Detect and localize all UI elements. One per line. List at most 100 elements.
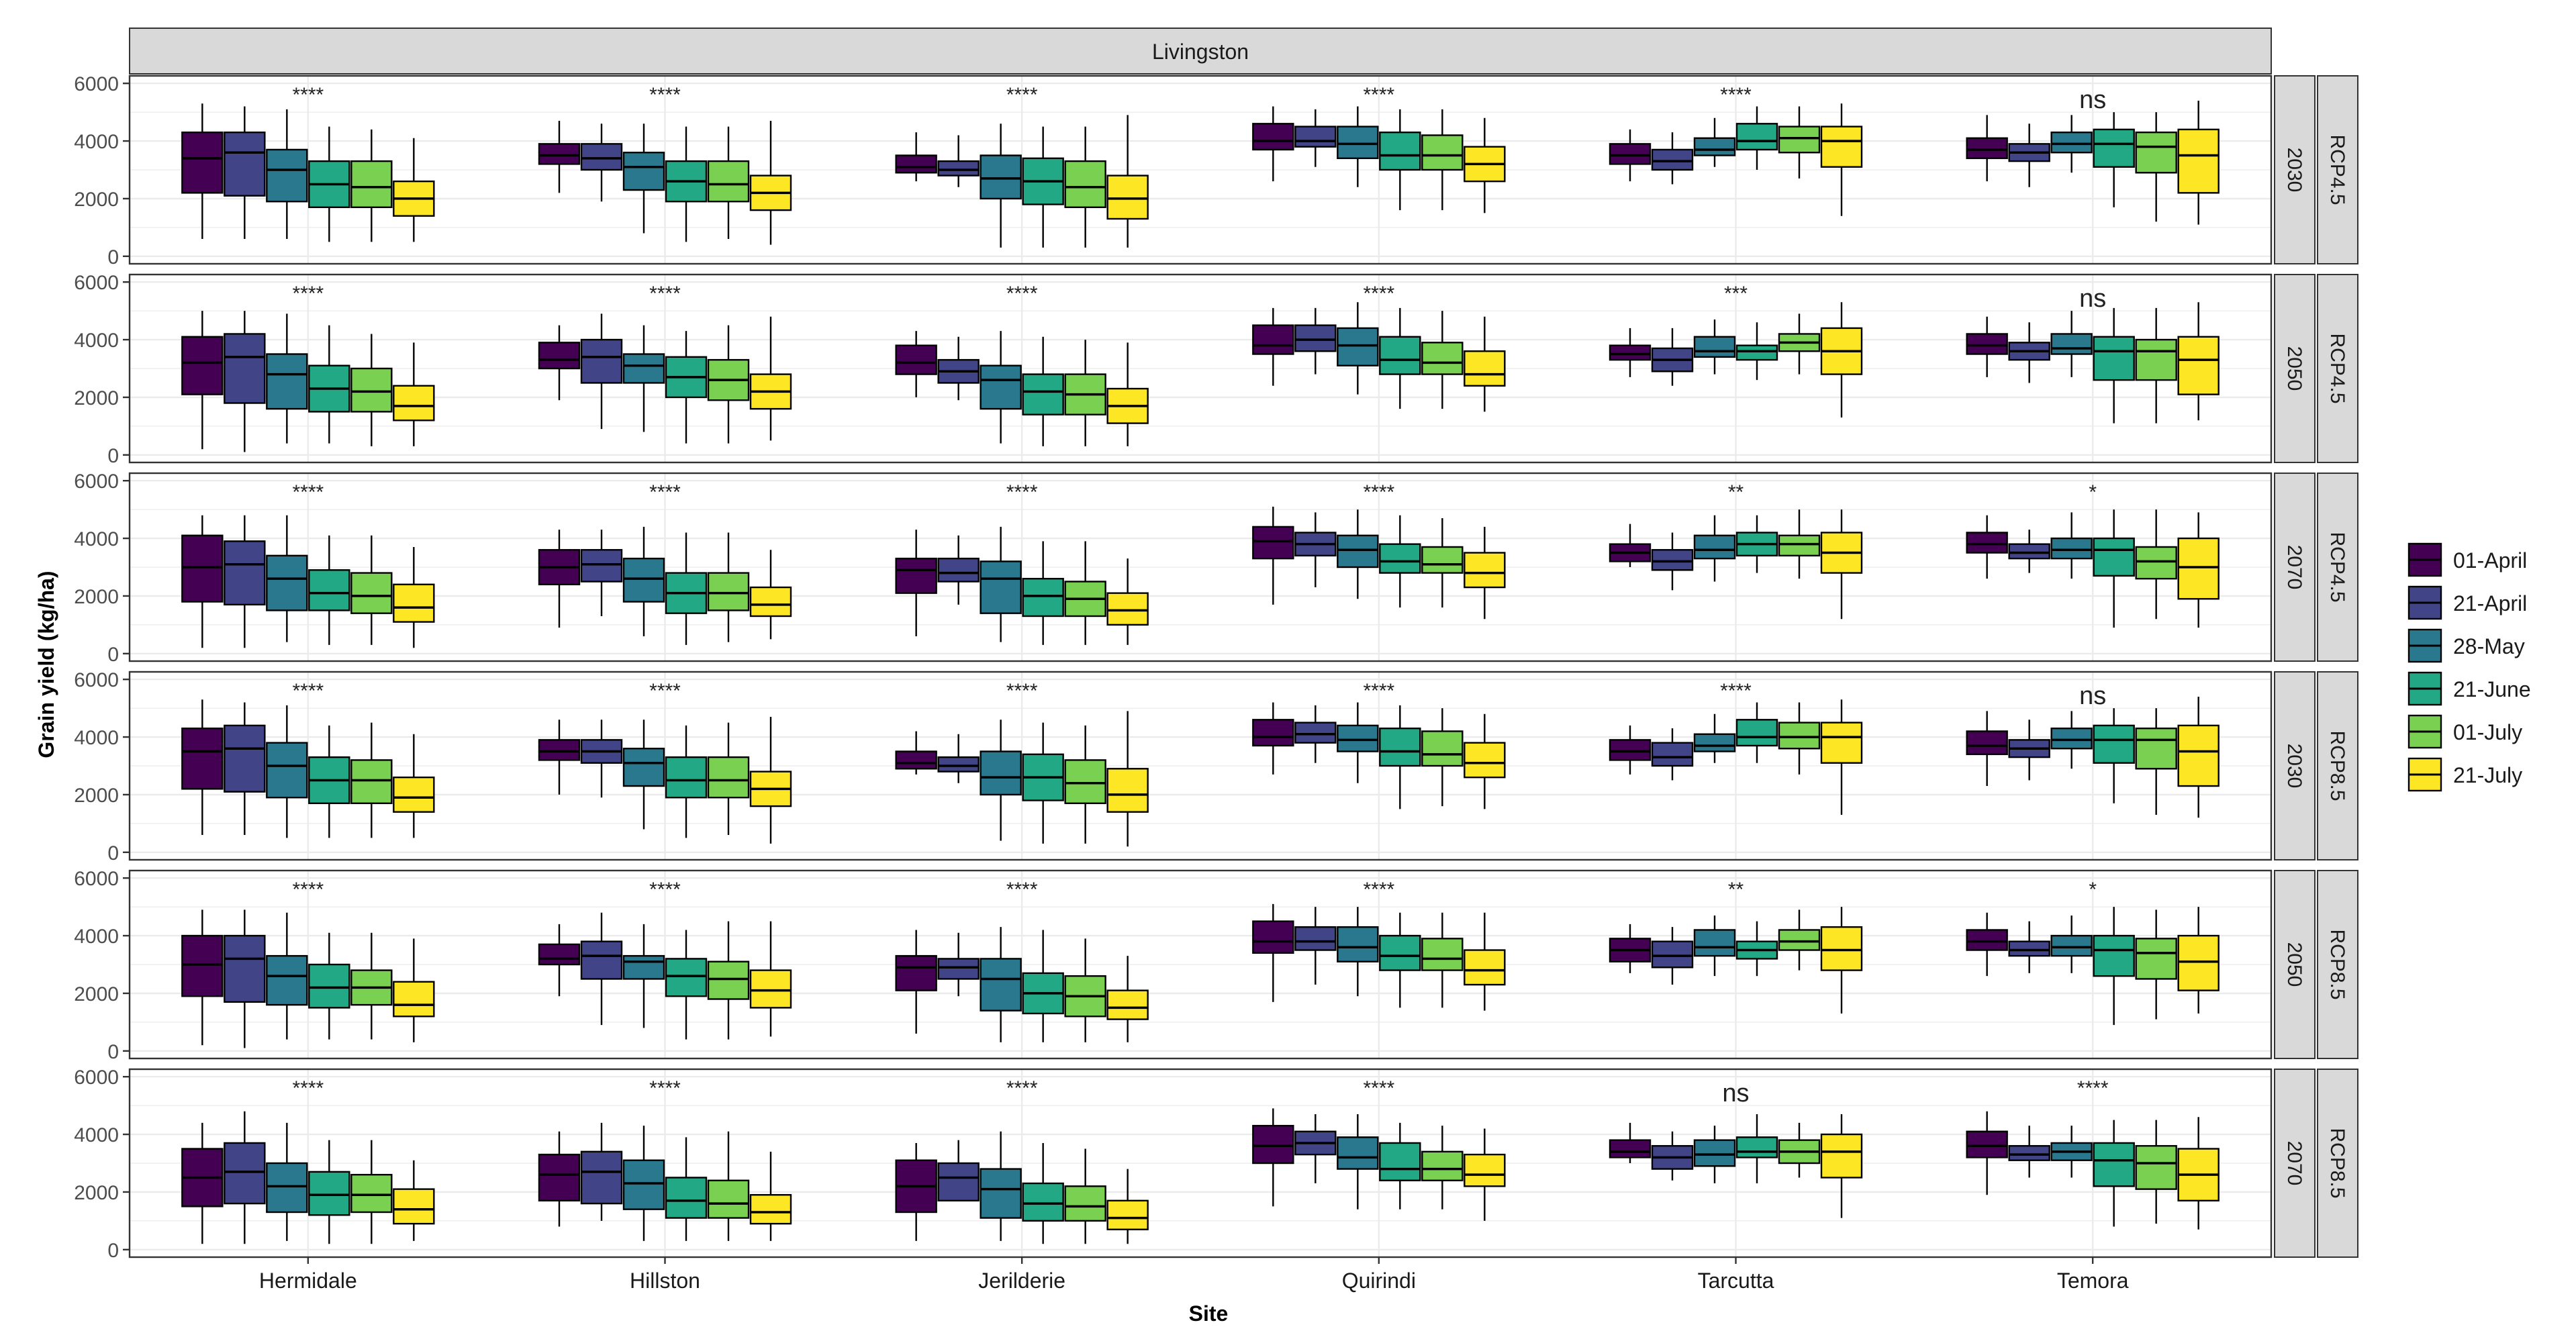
boxplot-21-June — [2093, 708, 2135, 803]
box-body — [224, 540, 266, 606]
box-body — [538, 739, 581, 761]
boxplot-21-April — [1294, 307, 1337, 375]
box-body — [393, 385, 435, 422]
boxplot-01-July — [2135, 509, 2177, 620]
boxplot-21-April — [224, 702, 266, 836]
box-body — [1294, 324, 1337, 352]
box-body — [1022, 1182, 1064, 1222]
significance-label: **** — [292, 283, 324, 305]
boxplot-01-July — [350, 932, 393, 1040]
box-body — [1778, 929, 1821, 951]
boxplot-21-July — [1106, 558, 1149, 645]
boxplot-28-May — [1337, 509, 1379, 599]
box-body — [181, 934, 224, 997]
site-group-hillston: **** — [538, 680, 792, 844]
box-body — [1820, 926, 1863, 971]
boxplot-01-July — [1064, 541, 1106, 645]
y-axis: 0 2000 4000 6000 — [74, 272, 130, 467]
box-body — [622, 748, 665, 787]
boxplot-01-April — [1252, 307, 1294, 386]
boxplot-01-April — [895, 530, 937, 637]
box-body — [2050, 537, 2093, 560]
box-body — [1252, 324, 1294, 355]
boxplot-21-April — [937, 734, 980, 783]
box-body — [1379, 1142, 1421, 1181]
box-body — [350, 367, 393, 413]
box-body — [1609, 1139, 1652, 1158]
box-body — [1421, 730, 1464, 767]
panel-border — [128, 869, 2273, 1060]
site-group-temora: * — [1966, 879, 2220, 1026]
site-group-hillston: **** — [538, 84, 792, 245]
site-group-tarcutta: **** — [1609, 84, 1863, 216]
y-tick-label: 4000 — [74, 330, 119, 352]
boxplot-28-May — [980, 331, 1022, 444]
boxplot-21-July — [1464, 1128, 1506, 1221]
box-body — [2177, 336, 2220, 395]
box-body — [1064, 160, 1106, 209]
box-body — [1064, 759, 1106, 805]
boxplot-21-June — [1735, 515, 1778, 573]
box-body — [1464, 742, 1506, 779]
boxplot-21-June — [1379, 912, 1421, 1008]
legend-label: 01-April — [2453, 548, 2527, 573]
scenario-strip — [2317, 870, 2358, 1059]
boxplot-01-July — [350, 334, 393, 446]
significance-label: **** — [1363, 283, 1394, 305]
boxplot-21-April — [580, 530, 623, 616]
boxplot-21-June — [1735, 322, 1778, 381]
box-body — [266, 1162, 308, 1214]
box-body — [980, 958, 1022, 1011]
box-body — [2050, 131, 2093, 154]
box-body — [1735, 123, 1778, 151]
site-group-tarcutta: ** — [1609, 879, 1863, 1013]
boxplot-21-April — [224, 909, 266, 1048]
site-group-quirindi: **** — [1252, 879, 1506, 1011]
boxplot-01-July — [1064, 725, 1106, 844]
box-body — [1106, 175, 1149, 220]
box-body — [1294, 126, 1337, 148]
legend-label: 21-July — [2453, 763, 2522, 787]
site-group-jerilderie: **** — [895, 680, 1149, 847]
site-group-quirindi: **** — [1252, 1077, 1506, 1221]
y-tick-label: 4000 — [74, 131, 119, 153]
site-group-quirindi: **** — [1252, 680, 1506, 809]
x-tick-label: Tarcutta — [1698, 1269, 1774, 1293]
significance-label: **** — [1720, 84, 1752, 106]
box-body — [224, 724, 266, 793]
scenario-strip-label: RCP8.5 — [2326, 730, 2348, 801]
site-group-temora: * — [1966, 481, 2220, 628]
boxplot-21-June — [1022, 126, 1064, 248]
boxplot-01-July — [1778, 1122, 1821, 1178]
boxplot-21-April — [1294, 1114, 1337, 1184]
box-body — [350, 160, 393, 209]
panel-RCP4.5-2030: **** **** **** **** **** ns 0 2000 4000 6000 2030 R… — [74, 73, 2358, 268]
boxplot-21-April — [2008, 123, 2050, 187]
boxplot-01-July — [707, 722, 750, 836]
boxplot-28-May — [622, 1126, 665, 1241]
site-group-quirindi: **** — [1252, 283, 1506, 412]
boxplot-21-July — [1820, 1114, 1863, 1218]
box-body — [707, 960, 750, 1000]
panel-border — [128, 273, 2273, 464]
boxplot-28-May — [266, 705, 308, 838]
box-body — [2050, 727, 2093, 750]
significance-label: **** — [1006, 283, 1038, 305]
boxplot-21-April — [2008, 530, 2050, 573]
panel-border — [128, 671, 2273, 861]
boxplot-21-April — [1651, 328, 1694, 386]
boxplot-21-June — [665, 725, 708, 838]
box-body — [622, 557, 665, 603]
box-body — [308, 569, 350, 611]
boxplot-21-April — [580, 123, 623, 202]
box-body — [1064, 1185, 1106, 1222]
boxplot-01-July — [1421, 518, 1464, 608]
box-body — [1693, 336, 1736, 358]
site-group-hermidale: **** — [181, 84, 435, 242]
boxplot-21-April — [224, 1111, 266, 1244]
x-tick-label: Temora — [2057, 1269, 2129, 1293]
box-body — [181, 336, 224, 395]
box-body — [1106, 592, 1149, 626]
